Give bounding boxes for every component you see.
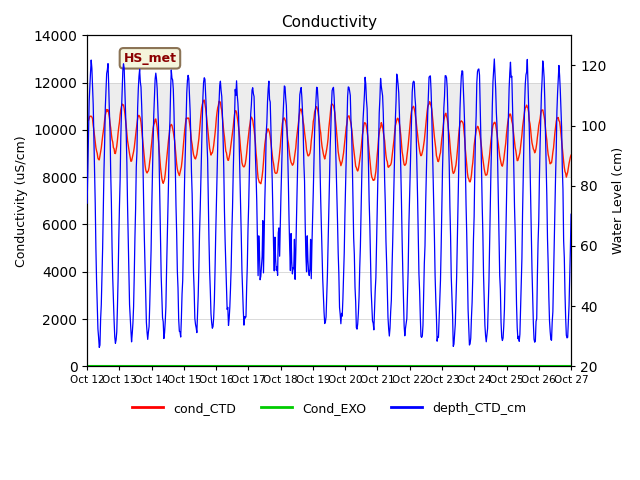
Text: HS_met: HS_met bbox=[124, 52, 177, 65]
cond_CTD bbox=[389, 149, 397, 155]
depth_CTD_cm bbox=[143, 319, 150, 325]
Y-axis label: Water Level (cm): Water Level (cm) bbox=[612, 147, 625, 254]
Cond_EXO bbox=[191, 363, 198, 369]
depth_CTD_cm bbox=[92, 246, 100, 252]
cond_CTD bbox=[567, 152, 575, 158]
cond_CTD bbox=[142, 167, 150, 173]
depth_CTD_cm bbox=[403, 320, 410, 326]
cond_CTD bbox=[217, 104, 225, 110]
Cond_EXO bbox=[402, 363, 410, 369]
depth_CTD_cm bbox=[388, 265, 396, 271]
Bar bbox=[87, 83, 571, 177]
cond_CTD bbox=[191, 156, 198, 161]
Y-axis label: Conductivity (uS/cm): Conductivity (uS/cm) bbox=[15, 135, 28, 267]
cond_CTD bbox=[92, 145, 100, 151]
depth_CTD_cm bbox=[217, 87, 225, 93]
Cond_EXO bbox=[92, 363, 100, 369]
depth_CTD_cm bbox=[83, 200, 91, 206]
Legend: cond_CTD, Cond_EXO, depth_CTD_cm: cond_CTD, Cond_EXO, depth_CTD_cm bbox=[127, 396, 532, 420]
cond_CTD bbox=[200, 97, 208, 103]
Cond_EXO bbox=[83, 363, 91, 369]
depth_CTD_cm bbox=[567, 211, 575, 217]
depth_CTD_cm bbox=[95, 345, 103, 350]
Cond_EXO bbox=[387, 363, 395, 369]
Cond_EXO bbox=[142, 363, 150, 369]
Line: depth_CTD_cm: depth_CTD_cm bbox=[87, 59, 571, 348]
cond_CTD bbox=[83, 117, 91, 123]
Cond_EXO bbox=[567, 363, 575, 369]
Cond_EXO bbox=[216, 363, 224, 369]
depth_CTD_cm bbox=[490, 56, 498, 62]
Line: cond_CTD: cond_CTD bbox=[87, 100, 571, 184]
cond_CTD bbox=[403, 155, 411, 160]
depth_CTD_cm bbox=[191, 322, 199, 327]
Title: Conductivity: Conductivity bbox=[281, 15, 377, 30]
cond_CTD bbox=[257, 181, 264, 187]
